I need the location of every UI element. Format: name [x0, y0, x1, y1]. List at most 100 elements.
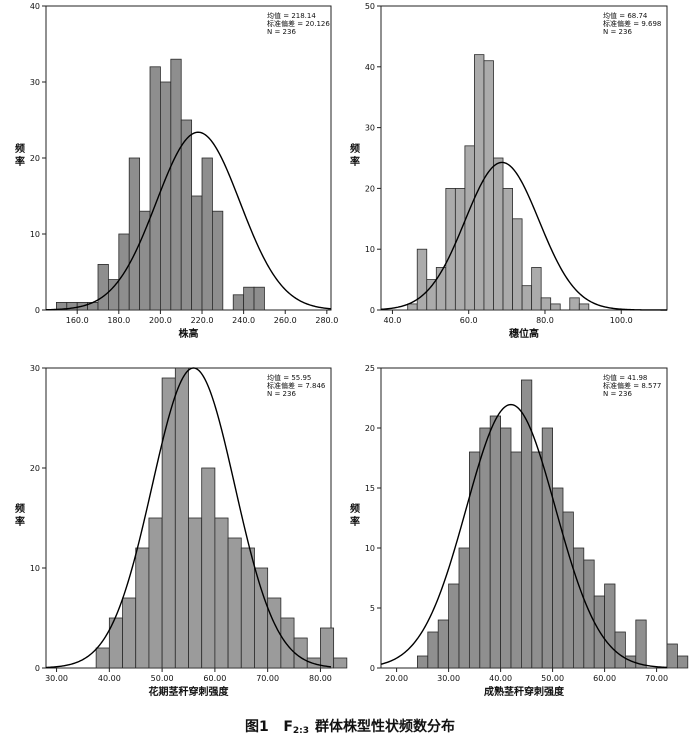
y-axis-label-char: 率: [350, 515, 360, 528]
histogram-bar: [148, 517, 163, 669]
x-tick-label: 20.00: [385, 674, 408, 683]
histogram-bar: [95, 647, 110, 669]
histogram-bar: [500, 427, 512, 669]
histogram-bar: [483, 60, 494, 311]
x-axis-label: 穗位高: [509, 327, 539, 340]
stats-line: 均值 = 218.14: [267, 11, 316, 20]
y-axis-label-char: 率: [15, 515, 25, 528]
x-tick-label: 280.0: [315, 316, 338, 325]
histogram-bar: [635, 619, 647, 669]
y-tick-label: 40: [365, 63, 375, 72]
x-axis-label: 株高: [179, 327, 199, 340]
histogram-bar: [510, 451, 522, 669]
y-tick-label: 30: [30, 78, 40, 87]
x-tick-label: 30.00: [45, 674, 68, 683]
x-tick-label: 100.0: [610, 316, 633, 325]
histogram-bar: [435, 267, 447, 311]
x-tick-label: 180.0: [107, 316, 130, 325]
histogram-bar: [161, 377, 176, 669]
stats-line: N = 236: [267, 28, 296, 36]
stats-line: 标准偏差 = 7.846: [267, 381, 326, 390]
x-tick-label: 40.0: [384, 316, 402, 325]
histogram-bar: [108, 279, 120, 311]
histogram-bar: [201, 157, 213, 311]
histogram-bar: [614, 631, 626, 669]
x-tick-label: 40.00: [98, 674, 121, 683]
y-axis-label: 频率: [15, 142, 25, 168]
x-tick-label: 60.00: [203, 674, 226, 683]
histogram-bar: [521, 285, 533, 311]
histogram-bar: [540, 297, 552, 311]
y-tick-label: 0: [370, 306, 375, 315]
stats-line: 均值 = 41.98: [603, 373, 647, 382]
y-tick-label: 30: [30, 364, 40, 373]
histogram-bar: [227, 537, 242, 669]
chart-panel-2: 0 10 20 30 40 50 40.0 60.0 80.0 100.0 穗位高 频率 均值 = 68…: [350, 2, 668, 340]
chart-panel-4: 0 5 10 15 20 25 20.00 30.00 40.00 50.00 60.00 70.00…: [350, 364, 689, 698]
y-tick-label: 40: [30, 2, 40, 11]
y-axis-label-char: 率: [350, 155, 360, 168]
y-tick-label: 0: [35, 306, 40, 315]
y-tick-label: 10: [30, 230, 40, 239]
histogram-bar: [174, 367, 189, 669]
normal-curve: [45, 367, 332, 669]
y-tick-label: 20: [365, 424, 375, 433]
histogram-bar: [416, 655, 429, 669]
histogram-bar: [437, 619, 450, 669]
y-tick-label: 50: [365, 2, 375, 11]
x-tick-label: 30.00: [437, 674, 460, 683]
x-tick-label: 70.00: [256, 674, 279, 683]
x-tick-label: 240.0: [232, 316, 255, 325]
stats-line: 标准偏差 = 8.577: [603, 381, 661, 390]
histogram-bar: [139, 210, 151, 311]
histogram-bar: [188, 517, 203, 669]
stats-line: 标准偏差 = 20.126: [267, 19, 330, 28]
histogram-bar: [541, 427, 554, 669]
x-tick-label: 80.00: [309, 674, 332, 683]
x-tick-label: 60.00: [593, 674, 616, 683]
x-tick-label: 80.0: [536, 316, 554, 325]
normal-curve: [380, 403, 668, 669]
y-axis-label: 频率: [350, 142, 360, 168]
histogram-bar: [201, 467, 216, 669]
histogram-bar: [550, 303, 561, 311]
x-tick-label: 160.0: [66, 316, 89, 325]
x-axis-label: 成熟茎秆穿刺强度: [484, 685, 565, 698]
histogram-bar: [458, 547, 470, 669]
caption-subscript: 2:3: [292, 726, 310, 736]
y-axis-label: 频率: [15, 502, 25, 528]
y-tick-label: 20: [30, 154, 40, 163]
stats-line: N = 236: [267, 390, 296, 398]
caption-prefix: 图1: [244, 719, 269, 735]
y-axis-label-char: 频: [350, 142, 360, 155]
histogram-bar: [448, 583, 460, 669]
histogram-bar: [562, 511, 574, 669]
histogram-bar: [170, 58, 182, 311]
histogram-bar: [573, 547, 585, 669]
histogram-bar: [149, 66, 161, 311]
histogram-bar: [128, 157, 141, 311]
normal-curve: [380, 161, 667, 311]
histogram-bar: [416, 248, 428, 311]
histogram-bar: [180, 119, 193, 311]
y-axis-label-char: 频: [15, 142, 25, 155]
histogram-bar: [531, 451, 543, 669]
histogram-bar: [243, 286, 255, 311]
y-axis-label-char: 频: [15, 502, 25, 515]
histogram-bar: [578, 303, 590, 311]
x-tick-label: 50.00: [151, 674, 174, 683]
normal-curve: [45, 131, 332, 311]
histogram-bar: [232, 294, 245, 311]
histogram-bar: [454, 187, 466, 311]
x-axis-label: 花期茎秆穿刺强度: [149, 685, 230, 698]
y-tick-label: 0: [35, 664, 40, 673]
caption-f: F: [283, 719, 293, 735]
stats-line: N = 236: [603, 390, 632, 398]
y-tick-label: 10: [365, 245, 375, 254]
histogram-bar: [445, 187, 456, 311]
histogram-bar: [493, 157, 504, 311]
chart-panel-3: 0 10 20 30 30.00 40.00 50.00 60.00 70.00 80.00 花期茎…: [15, 364, 348, 698]
histogram-bar: [569, 297, 580, 311]
histogram-bar: [583, 559, 595, 669]
